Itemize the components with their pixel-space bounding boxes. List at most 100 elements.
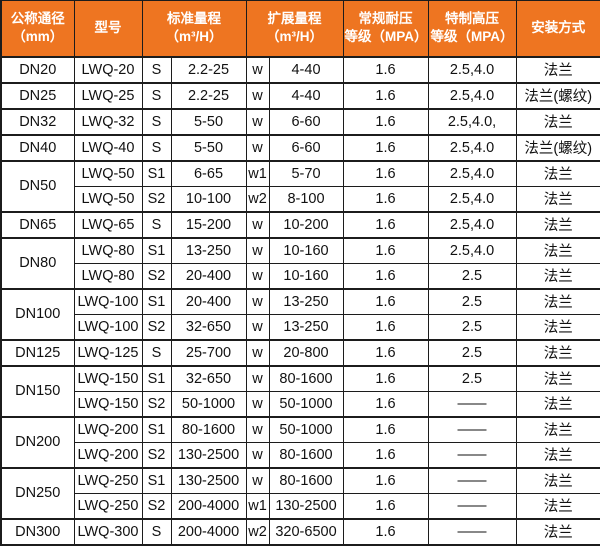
cell-extended-grade: w2 [245,517,270,545]
cell-normal-pressure: 1.6 [342,55,429,83]
cell-high-pressure: 2.5,4.0 [427,55,517,83]
table-row: LWQ-200 S2 130-2500 w 80-1600 1.6 —— 法兰 [1,441,600,468]
cell-extended-range: 320-6500 [268,517,344,545]
table-row: DN65 LWQ-65 S 15-200 w 10-200 1.6 2.5,4.0 法兰 [0,210,600,238]
cell-standard-range: 5-50 [170,133,247,161]
cell-installation: 法兰 [515,262,600,289]
cell-standard-grade: S2 [141,313,172,340]
cell-extended-grade: w [245,390,270,417]
cell-high-pressure: 2.5,4.0, [427,107,517,135]
cell-high-pressure: 2.5,4.0 [427,210,517,238]
cell-extended-grade: w [245,133,270,161]
cell-standard-grade: S1 [141,415,172,443]
cell-normal-pressure: 1.6 [342,492,429,519]
cell-high-pressure: 2.5,4.0 [427,185,517,212]
cell-high-pressure: —— [427,466,517,494]
header-high-pressure: 特制高压 等级（MPA） [427,0,517,57]
cell-standard-range: 5-50 [170,107,247,135]
cell-standard-range: 15-200 [170,210,247,238]
table-row: DN100 LWQ-100 S1 20-400 w 13-250 1.6 2.5 法兰 [0,287,600,340]
cell-model: LWQ-250 [73,466,143,494]
cell-standard-grade: S2 [141,492,172,519]
cell-model: LWQ-50 [73,159,143,187]
header-installation: 安装方式 [515,0,600,57]
cell-model: LWQ-200 [73,415,143,443]
cell-model: LWQ-200 [73,441,143,468]
cell-normal-pressure: 1.6 [342,107,429,135]
cell-high-pressure: 2.5 [427,287,517,315]
cell-normal-pressure: 1.6 [342,236,429,264]
cell-standard-range: 130-2500 [170,441,247,468]
cell-normal-pressure: 1.6 [342,466,429,494]
cell-installation: 法兰 [515,159,600,187]
cell-extended-range: 50-1000 [268,415,344,443]
cell-high-pressure: —— [427,441,517,468]
cell-normal-pressure: 1.6 [342,415,429,443]
table-row: DN250 LWQ-250 S1 130-2500 w 80-1600 1.6 —— 法兰 [0,466,600,519]
cell-model: LWQ-65 [73,210,143,238]
cell-nominal-diameter: DN250 [0,466,75,519]
cell-standard-range: 32-650 [170,313,247,340]
table-row: DN40 LWQ-40 S 5-50 w 6-60 1.6 2.5,4.0 法兰(螺纹) [0,133,600,161]
cell-high-pressure: 2.5 [427,338,517,366]
cell-installation: 法兰 [515,517,600,545]
cell-high-pressure: —— [427,390,517,417]
cell-installation: 法兰 [515,415,600,443]
cell-model: LWQ-40 [73,133,143,161]
cell-installation: 法兰 [515,364,600,392]
cell-extended-grade: w [245,441,270,468]
cell-extended-range: 20-800 [268,338,344,366]
cell-standard-range: 6-65 [170,159,247,187]
cell-extended-grade: w [245,415,270,443]
cell-normal-pressure: 1.6 [342,210,429,238]
cell-standard-grade: S [141,81,172,109]
table-row: LWQ-50 S2 10-100 w2 8-100 1.6 2.5,4.0 法兰 [1,185,600,212]
cell-nominal-diameter: DN25 [0,81,75,109]
cell-installation: 法兰 [515,441,600,468]
cell-model: LWQ-300 [73,517,143,545]
cell-normal-pressure: 1.6 [342,287,429,315]
header-high-pressure-line2: 等级（MPA） [430,29,514,45]
cell-standard-range: 2.2-25 [170,55,247,83]
header-nominal-diameter: 公称通径 （mm） [0,0,75,57]
cell-standard-grade: S1 [141,159,172,187]
cell-extended-grade: w [245,338,270,366]
cell-nominal-diameter: DN40 [0,133,75,161]
header-nominal-diameter-line2: （mm） [12,29,64,45]
header-row: 公称通径 （mm） 型号 标准量程 （m³/H） 扩展量程 （m³/H） 常规耐… [0,0,600,57]
header-normal-pressure-line1: 常规耐压 [358,11,413,27]
cell-installation: 法兰 [515,338,600,366]
cell-high-pressure: —— [427,492,517,519]
cell-normal-pressure: 1.6 [342,185,429,212]
header-model: 型号 [73,0,143,57]
cell-model: LWQ-150 [73,390,143,417]
cell-standard-grade: S [141,107,172,135]
cell-high-pressure: —— [427,517,517,545]
cell-high-pressure: 2.5 [427,262,517,289]
cell-model: LWQ-125 [73,338,143,366]
cell-model: LWQ-50 [73,185,143,212]
cell-extended-grade: w [245,210,270,238]
cell-normal-pressure: 1.6 [342,338,429,366]
cell-extended-range: 50-1000 [268,390,344,417]
cell-extended-grade: w [245,466,270,494]
header-extended-range: 扩展量程 （m³/H） [245,0,344,57]
cell-model: LWQ-100 [73,287,143,315]
header-standard-range: 标准量程 （m³/H） [141,0,247,57]
cell-extended-range: 80-1600 [268,441,344,468]
cell-high-pressure: 2.5,4.0 [427,236,517,264]
cell-extended-grade: w [245,313,270,340]
cell-model: LWQ-80 [73,262,143,289]
cell-extended-range: 13-250 [268,313,344,340]
cell-nominal-diameter: DN100 [0,287,75,340]
cell-extended-range: 6-60 [268,107,344,135]
cell-high-pressure: —— [427,415,517,443]
cell-standard-grade: S [141,133,172,161]
cell-extended-range: 80-1600 [268,364,344,392]
cell-high-pressure: 2.5,4.0 [427,159,517,187]
cell-extended-range: 6-60 [268,133,344,161]
cell-extended-range: 10-160 [268,236,344,264]
table-row: DN20 LWQ-20 S 2.2-25 w 4-40 1.6 2.5,4.0 法兰 [0,55,600,83]
header-extended-range-line1: 扩展量程 [267,11,322,27]
